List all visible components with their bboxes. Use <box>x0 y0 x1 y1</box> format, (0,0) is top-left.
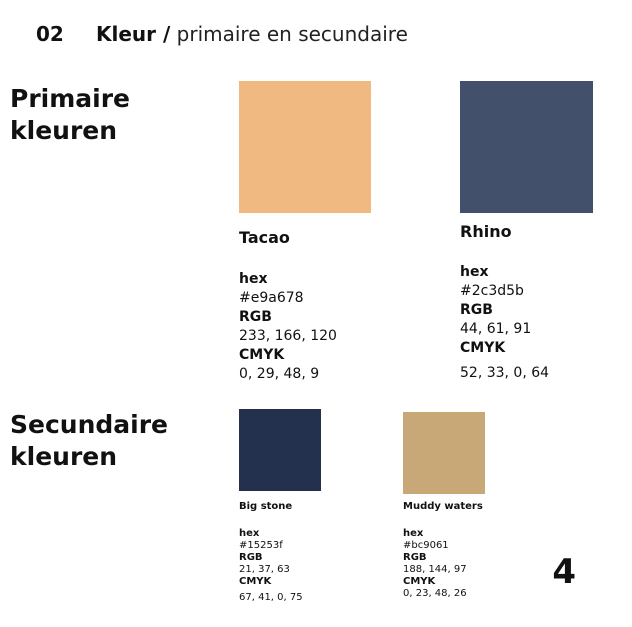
color-name-rhino: Rhino <box>460 222 512 241</box>
cmyk-value: 0, 29, 48, 9 <box>239 366 320 382</box>
rgb-value: 44, 61, 91 <box>460 321 532 337</box>
page-title-main: Kleur / <box>96 22 171 46</box>
rgb-label: RGB <box>403 552 427 563</box>
secondary-heading-line1: Secundaire <box>10 410 168 439</box>
cmyk-value: 67, 41, 0, 75 <box>239 592 303 603</box>
primary-heading-line1: Primaire <box>10 84 130 113</box>
color-swatch-rhino <box>460 81 593 213</box>
primary-heading-line2: kleuren <box>10 116 118 145</box>
color-info-tacao: hex #e9a678 RGB 233, 166, 120 CMYK 0, 29… <box>239 270 337 384</box>
secondary-heading-line2: kleuren <box>10 442 118 471</box>
primary-heading: Primaire kleuren <box>10 83 130 147</box>
color-name-tacao: Tacao <box>239 228 290 247</box>
hex-value: #bc9061 <box>403 540 449 551</box>
cmyk-label: CMYK <box>239 347 285 363</box>
page-number: 4 <box>552 552 576 592</box>
hex-label: hex <box>239 528 260 539</box>
page-title: Kleur / primaire en secundaire <box>96 22 408 46</box>
cmyk-label: CMYK <box>403 576 436 587</box>
color-name-big-stone: Big stone <box>239 501 293 512</box>
rgb-value: 233, 166, 120 <box>239 328 337 344</box>
rgb-value: 21, 37, 63 <box>239 564 290 575</box>
hex-value: #2c3d5b <box>460 283 524 299</box>
page-subtitle: primaire en secundaire <box>176 22 408 46</box>
secondary-heading: Secundaire kleuren <box>10 409 168 473</box>
hex-label: hex <box>403 528 424 539</box>
color-swatch-muddy-waters <box>403 412 485 494</box>
hex-value: #e9a678 <box>239 290 304 306</box>
cmyk-value: 0, 23, 48, 26 <box>403 588 467 599</box>
hex-label: hex <box>239 271 268 287</box>
section-number: 02 <box>36 22 64 46</box>
color-swatch-big-stone <box>239 409 321 491</box>
color-swatch-tacao <box>239 81 371 213</box>
rgb-label: RGB <box>239 552 263 563</box>
rgb-value: 188, 144, 97 <box>403 564 467 575</box>
hex-value: #15253f <box>239 540 283 551</box>
cmyk-value: 52, 33, 0, 64 <box>460 365 550 381</box>
rgb-label: RGB <box>460 302 493 318</box>
cmyk-label: CMYK <box>239 576 272 587</box>
color-info-big-stone: hex #15253f RGB 21, 37, 63 CMYK 67, 41, … <box>239 528 303 604</box>
color-info-muddy-waters: hex #bc9061 RGB 188, 144, 97 CMYK 0, 23,… <box>403 528 467 600</box>
hex-label: hex <box>460 264 489 280</box>
color-name-muddy-waters: Muddy waters <box>403 501 483 512</box>
cmyk-label: CMYK <box>460 340 506 356</box>
color-info-rhino: hex #2c3d5b RGB 44, 61, 91 CMYK 52, 33, … <box>460 263 549 383</box>
rgb-label: RGB <box>239 309 272 325</box>
